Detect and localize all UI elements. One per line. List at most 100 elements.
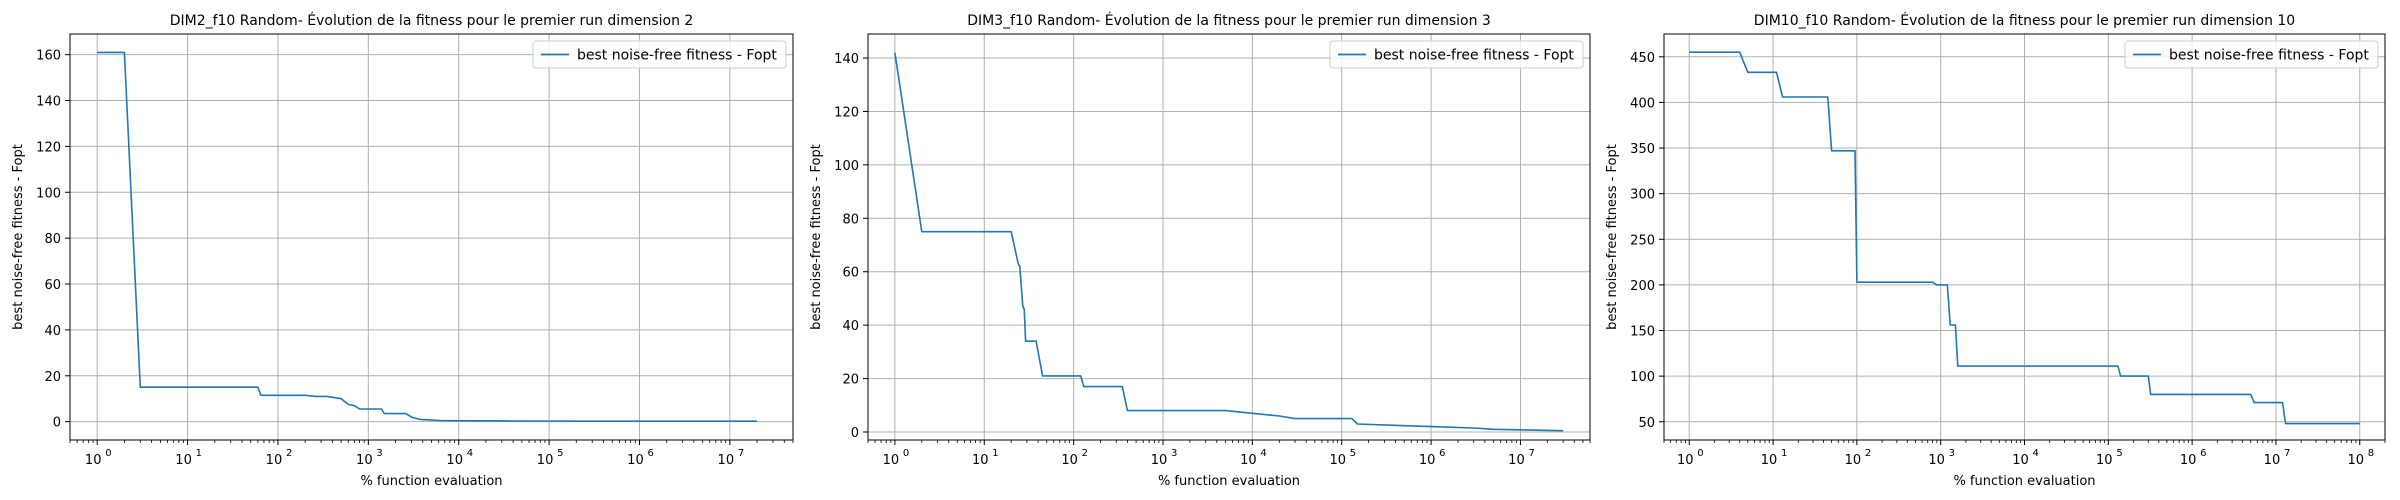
- y-tick-label: 450: [1630, 51, 1655, 66]
- x-tick-exponent: 6: [1439, 448, 1445, 459]
- x-axis-label: % function evaluation: [1953, 474, 2095, 489]
- y-tick-label: 40: [44, 324, 61, 339]
- x-tick-exponent: 7: [738, 448, 744, 459]
- x-tick-label: 10: [2096, 453, 2113, 468]
- x-tick-exponent: 3: [1171, 448, 1177, 459]
- legend-label: best noise-free fitness - Fopt: [1374, 48, 1574, 64]
- series-line: [1689, 51, 2360, 425]
- y-tick-label: 120: [36, 140, 61, 155]
- x-tick-label: 10: [356, 453, 373, 468]
- x-tick-label: 10: [972, 453, 989, 468]
- x-tick-exponent: 3: [1949, 448, 1955, 459]
- x-tick-exponent: 0: [1697, 448, 1703, 459]
- y-tick-label: 300: [1630, 188, 1655, 203]
- y-tick-label: 120: [834, 105, 859, 120]
- x-tick-label: 10: [718, 453, 735, 468]
- x-tick-exponent: 1: [992, 448, 998, 459]
- x-tick-exponent: 4: [467, 448, 473, 459]
- x-tick-exponent: 7: [1528, 448, 1534, 459]
- chart-title: DIM10_f10 Random- Évolution de la fitnes…: [1754, 12, 2295, 29]
- axes-frame: [1663, 33, 2386, 441]
- x-tick-label: 10: [1240, 453, 1257, 468]
- x-tick-label: 10: [1329, 453, 1346, 468]
- x-tick-label: 10: [2347, 453, 2364, 468]
- x-tick-label: 10: [85, 453, 102, 468]
- y-tick-label: 100: [1630, 370, 1655, 385]
- chart-title: DIM3_f10 Random- Évolution de la fitness…: [967, 12, 1491, 29]
- x-tick-label: 10: [446, 453, 463, 468]
- y-tick-label: 20: [44, 370, 61, 385]
- y-tick-label: 200: [1630, 279, 1655, 294]
- x-axis-label: % function evaluation: [1158, 474, 1300, 489]
- x-axis-label: % function evaluation: [360, 474, 502, 489]
- x-tick-label: 10: [1151, 453, 1168, 468]
- legend-label: best noise-free fitness - Fopt: [577, 48, 777, 64]
- x-tick-label: 10: [175, 453, 192, 468]
- x-tick-exponent: 8: [2368, 448, 2374, 459]
- x-tick-label: 10: [883, 453, 900, 468]
- y-tick-label: 80: [842, 212, 859, 227]
- series-line: [97, 51, 757, 423]
- y-axis-label: best noise-free fitness - Fopt: [11, 144, 26, 330]
- y-tick-label: 250: [1630, 233, 1655, 248]
- x-tick-exponent: 2: [1082, 448, 1088, 459]
- x-tick-exponent: 5: [1350, 448, 1356, 459]
- y-tick-label: 0: [53, 416, 61, 431]
- legend-box: [1329, 40, 1584, 69]
- series-line: [894, 52, 1564, 432]
- x-tick-exponent: 1: [196, 448, 202, 459]
- x-tick-label: 10: [1677, 453, 1694, 468]
- x-tick-label: 10: [1061, 453, 1078, 468]
- x-tick-label: 10: [1845, 453, 1862, 468]
- y-tick-label: 100: [834, 159, 859, 174]
- y-axis-label: best noise-free fitness - Fopt: [1605, 144, 1620, 330]
- y-tick-label: 50: [1638, 416, 1655, 431]
- legend-label: best noise-free fitness - Fopt: [2169, 48, 2369, 64]
- x-tick-exponent: 7: [2284, 448, 2290, 459]
- x-tick-label: 10: [627, 453, 644, 468]
- x-tick-exponent: 5: [2116, 448, 2122, 459]
- y-tick-label: 350: [1630, 142, 1655, 157]
- x-tick-label: 10: [1761, 453, 1778, 468]
- x-tick-label: 10: [1508, 453, 1525, 468]
- x-tick-exponent: 3: [376, 448, 382, 459]
- y-tick-label: 60: [44, 278, 61, 293]
- y-tick-label: 40: [842, 319, 859, 334]
- y-tick-label: 80: [44, 232, 61, 247]
- x-tick-label: 10: [2180, 453, 2197, 468]
- y-tick-label: 20: [842, 373, 859, 388]
- x-tick-exponent: 5: [557, 448, 563, 459]
- y-axis-label: best noise-free fitness - Fopt: [809, 144, 824, 330]
- x-tick-exponent: 0: [105, 448, 111, 459]
- x-tick-exponent: 2: [286, 448, 292, 459]
- axes-frame: [867, 33, 1591, 441]
- chart-title: DIM2_f10 Random- Évolution de la fitness…: [170, 12, 694, 29]
- legend: best noise-free fitness - Fopt: [1329, 40, 1584, 69]
- x-tick-exponent: 1: [1781, 448, 1787, 459]
- y-tick-label: 0: [851, 426, 859, 441]
- y-tick-label: 160: [36, 49, 61, 64]
- legend: best noise-free fitness - Fopt: [2124, 40, 2379, 69]
- y-tick-label: 140: [36, 95, 61, 110]
- x-tick-label: 10: [2012, 453, 2029, 468]
- y-tick-label: 400: [1630, 96, 1655, 111]
- y-tick-label: 60: [842, 266, 859, 281]
- legend-box: [2124, 40, 2379, 69]
- legend: best noise-free fitness - Fopt: [532, 40, 787, 69]
- x-tick-exponent: 4: [2033, 448, 2039, 459]
- x-tick-exponent: 2: [1865, 448, 1871, 459]
- y-tick-label: 100: [36, 186, 61, 201]
- y-tick-label: 150: [1630, 325, 1655, 340]
- x-tick-exponent: 6: [647, 448, 653, 459]
- x-tick-exponent: 6: [2200, 448, 2206, 459]
- axes-frame: [69, 33, 794, 441]
- x-tick-label: 10: [537, 453, 554, 468]
- x-tick-label: 10: [1419, 453, 1436, 468]
- x-tick-exponent: 0: [903, 448, 909, 459]
- x-tick-exponent: 4: [1260, 448, 1266, 459]
- x-tick-label: 10: [2264, 453, 2281, 468]
